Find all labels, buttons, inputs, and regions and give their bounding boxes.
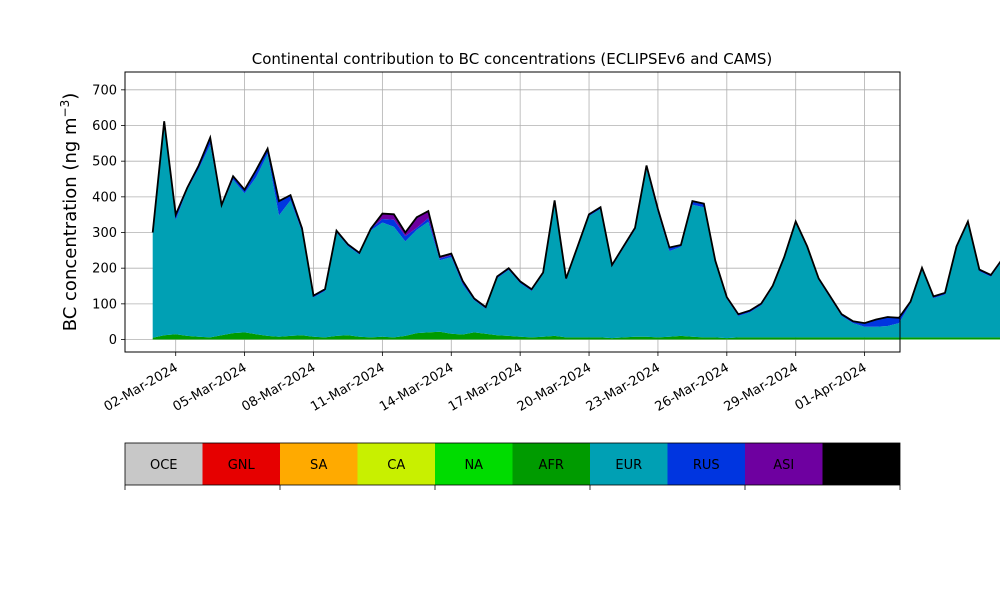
x-tick-label: 23-Mar-2024 (584, 360, 663, 414)
y-axis-label-main: BC concentration (ng m (60, 117, 81, 331)
legend-swatch-asi (745, 443, 823, 485)
y-tick-label: 600 (92, 119, 117, 134)
legend-label-afr: AFR (539, 458, 564, 473)
legend-swatch-sa (280, 443, 358, 485)
area-series-eur (152, 124, 1000, 339)
y-axis-label-suffix: ) (60, 93, 81, 100)
legend-label-eur: EUR (615, 458, 642, 473)
legend-label-asi: ASI (773, 458, 794, 473)
legend-frame (124, 442, 901, 486)
x-tick-label: 20-Mar-2024 (515, 360, 594, 414)
y-tick-label: 700 (92, 83, 117, 98)
x-tick-label: 02-Mar-2024 (102, 360, 181, 414)
legend-label-aus: AUS (848, 458, 875, 473)
y-tick-label: 500 (92, 155, 117, 170)
legend-swatch-eur (590, 443, 668, 485)
y-ticks: 0 100 200 300 400 500 600 700 (92, 83, 125, 348)
stacked-areas (151, 121, 1000, 340)
legend-swatch-aus (822, 443, 900, 485)
legend-swatch-ca (357, 443, 435, 485)
chart-title: Continental contribution to BC concentra… (252, 50, 773, 68)
x-tick-label: 29-Mar-2024 (722, 360, 801, 414)
x-tick-label: 17-Mar-2024 (446, 360, 525, 414)
x-tick-label: 14-Mar-2024 (377, 360, 456, 414)
axes (124, 71, 901, 353)
total-line (151, 121, 1000, 325)
y-tick-label: 100 (92, 297, 117, 312)
legend-label-gnl: GNL (228, 458, 256, 473)
y-tick-label: 200 (92, 262, 117, 277)
x-tick-label: 26-Mar-2024 (653, 360, 732, 414)
x-ticks: 02-Mar-202405-Mar-202408-Mar-202411-Mar-… (102, 352, 870, 415)
legend-label-ca: CA (387, 458, 405, 473)
legend-swatch-afr (512, 443, 590, 485)
x-tick-label: 01-Apr-2024 (792, 360, 869, 413)
legend-swatch-na (435, 443, 513, 485)
area-series-afr (152, 331, 1000, 340)
y-tick-label: 300 (92, 226, 117, 241)
legend-label-rus: RUS (693, 458, 720, 473)
legend-swatch-oce (125, 443, 203, 485)
legend-label-oce: OCE (150, 458, 178, 473)
plot-frame (124, 71, 901, 353)
x-tick-label: 08-Mar-2024 (239, 360, 318, 414)
y-tick-label: 400 (92, 190, 117, 205)
y-axis-label-superscript: −3 (58, 100, 72, 118)
x-tick-label: 11-Mar-2024 (308, 360, 387, 414)
legend-label-sa: SA (310, 458, 327, 473)
x-tick-label: 05-Mar-2024 (170, 360, 249, 414)
legend-swatch-gnl (202, 443, 280, 485)
legend: OCE GNL SA CA NA AFR EUR RUS ASI AUS (124, 442, 901, 490)
legend-label-na: NA (464, 458, 483, 473)
y-tick-label: 0 (109, 333, 117, 348)
legend-swatch-rus (667, 443, 745, 485)
y-axis-label: BC concentration (ng m−3) (58, 93, 81, 332)
